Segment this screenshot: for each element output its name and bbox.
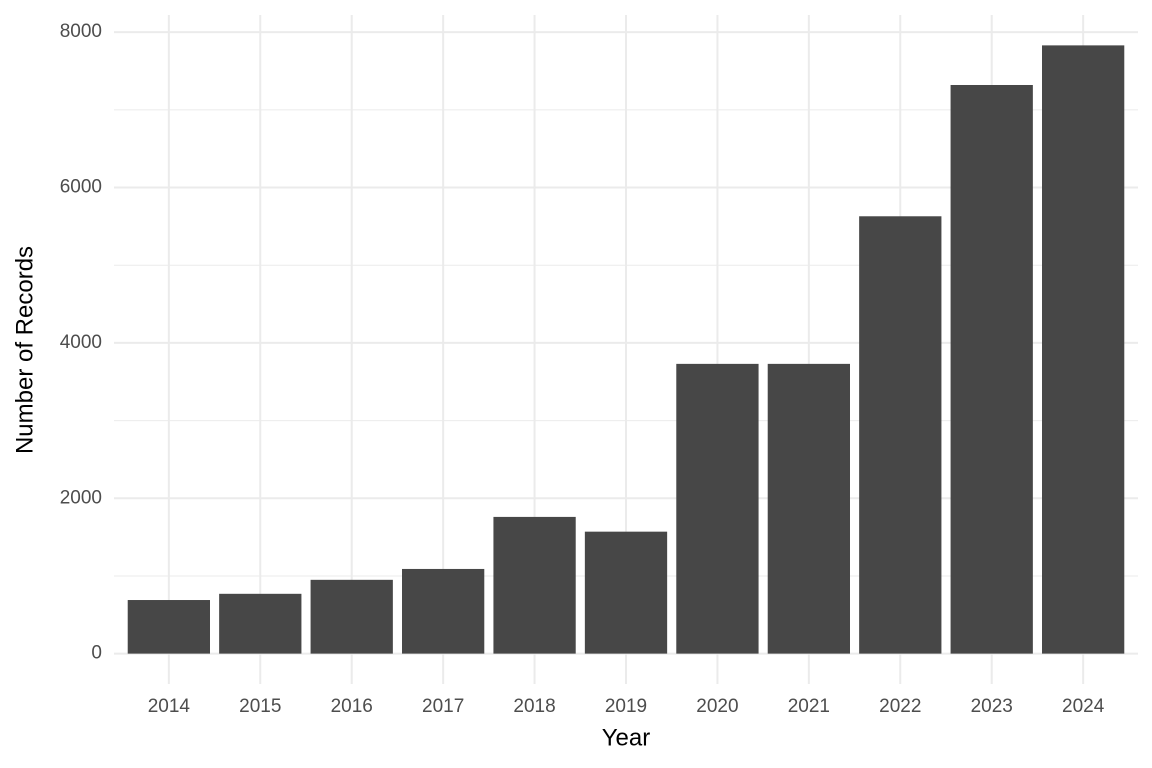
y-tick-label: 0	[91, 643, 102, 664]
bar	[402, 568, 485, 654]
x-tick-label: 2020	[696, 696, 738, 717]
bar	[950, 84, 1033, 654]
bar	[1042, 45, 1125, 654]
y-tick-label: 8000	[60, 21, 102, 42]
bar	[493, 516, 576, 654]
bar	[219, 593, 302, 654]
x-tick-label: 2017	[422, 696, 464, 717]
x-axis-title: Year	[602, 724, 651, 751]
x-tick-label: 2014	[148, 696, 191, 717]
bar	[127, 600, 210, 654]
y-axis-title: Number of Records	[11, 246, 38, 454]
bar	[859, 216, 942, 654]
bar	[310, 579, 393, 654]
x-tick-label: 2021	[788, 696, 830, 717]
x-tick-label: 2022	[879, 696, 921, 717]
x-tick-label: 2016	[331, 696, 373, 717]
y-tick-label: 4000	[60, 332, 102, 353]
x-tick-label: 2015	[239, 696, 281, 717]
x-tick-label: 2019	[605, 696, 647, 717]
x-tick-label: 2023	[971, 696, 1013, 717]
y-tick-label: 2000	[60, 487, 102, 508]
bar	[767, 363, 850, 654]
y-tick-label: 6000	[60, 177, 102, 198]
bar	[584, 531, 668, 654]
bar	[676, 363, 759, 654]
x-tick-label: 2018	[513, 696, 555, 717]
x-tick-label: 2024	[1062, 696, 1105, 717]
